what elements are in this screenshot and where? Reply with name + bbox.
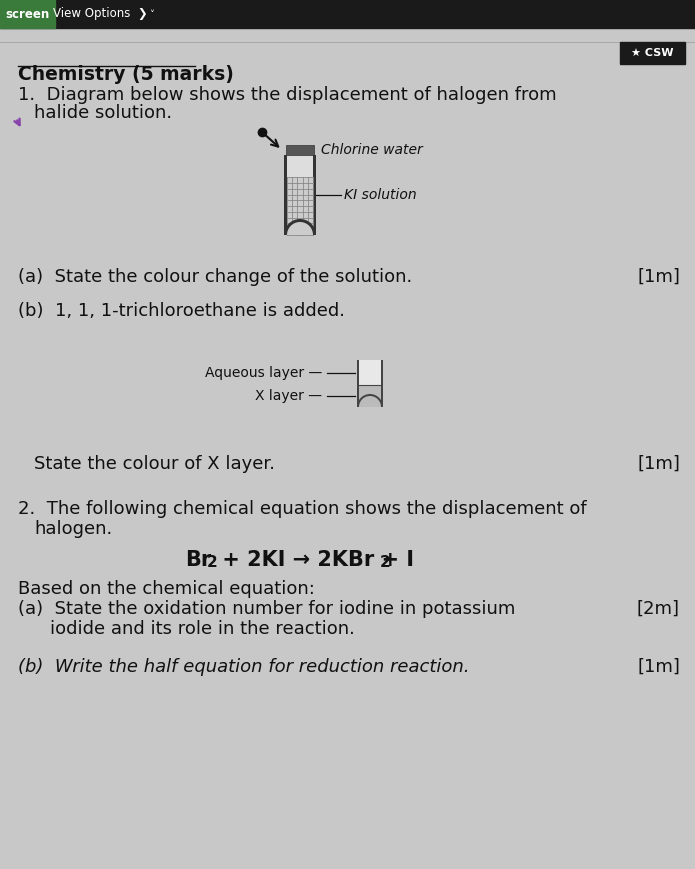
Text: (a)  State the oxidation number for iodine in potassium: (a) State the oxidation number for iodin… — [18, 600, 516, 618]
Bar — [357, 360, 359, 407]
Text: [1m]: [1m] — [637, 268, 680, 286]
Bar — [313, 155, 316, 235]
Text: Aqueous layer —: Aqueous layer — — [205, 366, 322, 380]
Text: State the colour of X layer.: State the colour of X layer. — [34, 455, 275, 473]
Text: Based on the chemical equation:: Based on the chemical equation: — [18, 580, 315, 598]
Text: ˅: ˅ — [149, 10, 154, 20]
Text: [1m]: [1m] — [637, 455, 680, 473]
Wedge shape — [357, 394, 383, 407]
Bar — [381, 360, 383, 407]
Text: 1.  Diagram below shows the displacement of halogen from: 1. Diagram below shows the displacement … — [18, 86, 557, 104]
Text: KI solution: KI solution — [344, 188, 416, 202]
Text: screen: screen — [5, 8, 49, 21]
Text: (b)  Write the half equation for reduction reaction.: (b) Write the half equation for reductio… — [18, 658, 470, 676]
Text: View Options  ❯: View Options ❯ — [53, 8, 147, 21]
Text: halogen.: halogen. — [34, 520, 113, 538]
Text: Chemistry (5 marks): Chemistry (5 marks) — [18, 65, 234, 84]
Text: ★ CSW: ★ CSW — [631, 48, 673, 58]
Wedge shape — [359, 396, 381, 407]
Text: Br: Br — [185, 550, 211, 570]
Bar — [287, 155, 313, 177]
Text: 2: 2 — [380, 555, 391, 570]
Bar — [287, 177, 313, 235]
Text: Chlorine water: Chlorine water — [321, 143, 423, 157]
Text: iodide and its role in the reaction.: iodide and its role in the reaction. — [50, 620, 355, 638]
Bar — [620, 42, 685, 64]
Text: (b)  1, 1, 1-trichloroethane is added.: (b) 1, 1, 1-trichloroethane is added. — [18, 302, 345, 320]
Text: X layer —: X layer — — [255, 389, 322, 403]
Text: 2.  The following chemical equation shows the displacement of: 2. The following chemical equation shows… — [18, 500, 587, 518]
Text: (a)  State the colour change of the solution.: (a) State the colour change of the solut… — [18, 268, 412, 286]
Bar — [0, 0, 695, 28]
Bar — [286, 145, 314, 155]
Bar — [359, 360, 381, 385]
Wedge shape — [284, 219, 316, 235]
Text: [1m]: [1m] — [637, 658, 680, 676]
Bar — [359, 385, 381, 407]
Text: [2m]: [2m] — [637, 600, 680, 618]
Text: + 2KI → 2KBr + I: + 2KI → 2KBr + I — [215, 550, 414, 570]
Text: halide solution.: halide solution. — [34, 104, 172, 122]
Wedge shape — [287, 222, 313, 235]
Bar — [0, 0, 55, 28]
Text: 2: 2 — [207, 555, 218, 570]
Bar — [284, 155, 287, 235]
